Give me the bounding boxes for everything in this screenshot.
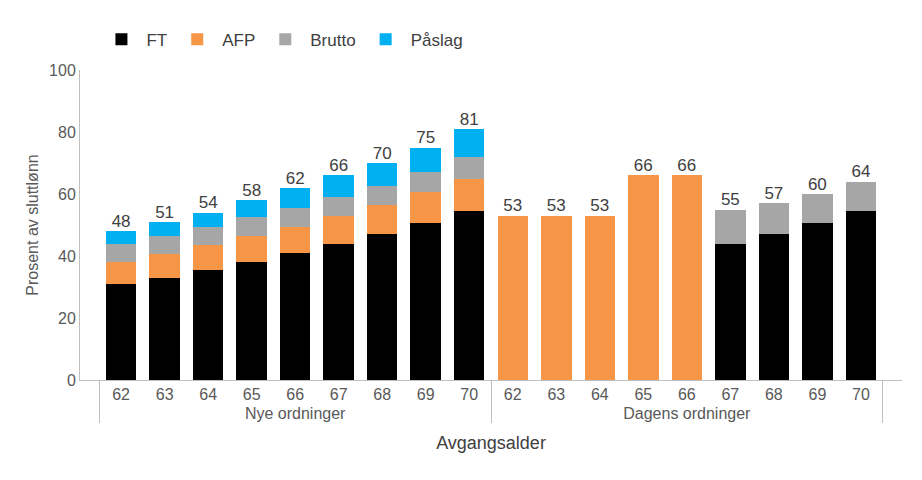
svg-text:80: 80 [58,124,76,141]
svg-text:0: 0 [67,372,76,389]
svg-text:Prosent av sluttlønn: Prosent av sluttlønn [24,154,41,295]
svg-text:70: 70 [373,144,392,163]
svg-text:48: 48 [112,212,131,231]
svg-text:58: 58 [242,181,261,200]
svg-text:60: 60 [808,175,827,194]
svg-text:62: 62 [504,386,522,403]
svg-text:FT: FT [146,31,167,50]
svg-text:66: 66 [329,156,348,175]
svg-text:57: 57 [764,184,783,203]
svg-text:Påslag: Påslag [411,31,463,50]
svg-text:75: 75 [416,128,435,147]
svg-text:64: 64 [199,386,217,403]
svg-text:54: 54 [199,193,218,212]
svg-text:62: 62 [112,386,130,403]
svg-text:66: 66 [678,386,696,403]
svg-text:100: 100 [49,62,76,79]
svg-text:55: 55 [721,190,740,209]
svg-text:66: 66 [677,156,696,175]
svg-text:68: 68 [373,386,391,403]
svg-text:53: 53 [503,196,522,215]
svg-text:62: 62 [286,169,305,188]
svg-text:53: 53 [590,196,609,215]
svg-text:Nye ordninger: Nye ordninger [245,405,346,422]
svg-text:64: 64 [851,162,870,181]
svg-text:66: 66 [286,386,304,403]
svg-text:Dagens ordninger: Dagens ordninger [623,405,751,422]
svg-text:65: 65 [634,386,652,403]
svg-text:70: 70 [852,386,870,403]
svg-text:68: 68 [765,386,783,403]
svg-text:Brutto: Brutto [310,31,355,50]
svg-text:67: 67 [330,386,348,403]
svg-text:60: 60 [58,186,76,203]
svg-text:70: 70 [460,386,478,403]
svg-text:51: 51 [155,203,174,222]
svg-text:66: 66 [634,156,653,175]
svg-text:AFP: AFP [222,31,255,50]
svg-text:65: 65 [243,386,261,403]
svg-text:20: 20 [58,310,76,327]
svg-text:53: 53 [547,196,566,215]
svg-text:63: 63 [547,386,565,403]
svg-text:69: 69 [808,386,826,403]
svg-text:40: 40 [58,248,76,265]
svg-text:64: 64 [591,386,609,403]
svg-text:67: 67 [721,386,739,403]
svg-text:63: 63 [156,386,174,403]
svg-text:Avgangsalder: Avgangsalder [436,433,546,453]
svg-text:69: 69 [417,386,435,403]
svg-text:81: 81 [460,110,479,129]
